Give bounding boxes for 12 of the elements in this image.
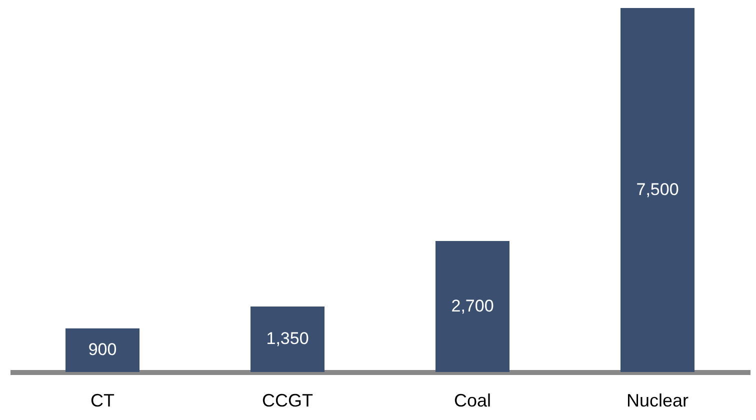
data-label: 900 bbox=[88, 340, 117, 360]
data-label: 7,500 bbox=[636, 180, 679, 199]
bar bbox=[620, 8, 694, 372]
x-tick-label: CT bbox=[90, 390, 114, 410]
data-label: 2,700 bbox=[451, 296, 494, 316]
bar bbox=[436, 240, 510, 372]
x-tick-label: Nuclear bbox=[626, 390, 689, 410]
x-tick-label: CCGT bbox=[262, 390, 313, 410]
bar bbox=[66, 328, 140, 372]
bar bbox=[250, 306, 324, 372]
x-tick-label: Coal bbox=[454, 390, 492, 410]
data-label: 1,350 bbox=[266, 329, 309, 348]
